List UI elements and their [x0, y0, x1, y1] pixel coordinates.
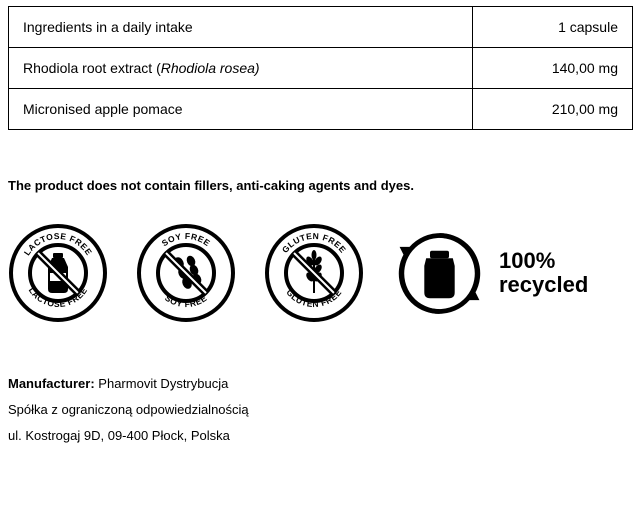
- recycled-text: 100% recycled: [499, 249, 588, 297]
- manufacturer-label: Manufacturer:: [8, 376, 98, 391]
- ingredients-table: Ingredients in a daily intake 1 capsule …: [8, 6, 633, 130]
- ingredient-species: Rhodiola rosea): [161, 60, 260, 76]
- table-row: Micronised apple pomace 210,00 mg: [9, 89, 633, 130]
- ingredient-text: Micronised apple pomace: [23, 101, 183, 117]
- badge-bottom-text: SOY FREE: [163, 293, 209, 309]
- manufacturer-block: Manufacturer: Pharmovit Dystrybucja Spół…: [8, 371, 633, 449]
- manufacturer-line1: Manufacturer: Pharmovit Dystrybucja: [8, 371, 633, 397]
- badges-row: LACTOSE FREE LACTOSE FREE: [8, 223, 633, 323]
- ingredient-name: Rhodiola root extract (Rhodiola rosea): [9, 48, 473, 89]
- lactose-free-icon: LACTOSE FREE LACTOSE FREE: [8, 223, 108, 323]
- header-amount: 1 capsule: [473, 7, 633, 48]
- ingredient-amount: 140,00 mg: [473, 48, 633, 89]
- ingredient-amount: 210,00 mg: [473, 89, 633, 130]
- soy-free-icon: SOY FREE SOY FREE: [136, 223, 236, 323]
- recycled-line1: 100%: [499, 249, 588, 273]
- manufacturer-line3: ul. Kostrogaj 9D, 09-400 Płock, Polska: [8, 423, 633, 449]
- recycled-badge: 100% recycled: [392, 226, 588, 321]
- product-note: The product does not contain fillers, an…: [8, 178, 633, 193]
- manufacturer-line2: Spółka z ograniczoną odpowiedzialnością: [8, 397, 633, 423]
- gluten-free-icon: GLUTEN FREE GLUTEN FREE: [264, 223, 364, 323]
- table-header-row: Ingredients in a daily intake 1 capsule: [9, 7, 633, 48]
- recycle-icon: [392, 226, 487, 321]
- ingredient-text: Rhodiola root extract (: [23, 60, 161, 76]
- svg-text:SOY FREE: SOY FREE: [163, 293, 209, 309]
- manufacturer-name: Pharmovit Dystrybucja: [98, 376, 228, 391]
- header-ingredient: Ingredients in a daily intake: [9, 7, 473, 48]
- table-row: Rhodiola root extract (Rhodiola rosea) 1…: [9, 48, 633, 89]
- recycled-line2: recycled: [499, 273, 588, 297]
- ingredient-name: Micronised apple pomace: [9, 89, 473, 130]
